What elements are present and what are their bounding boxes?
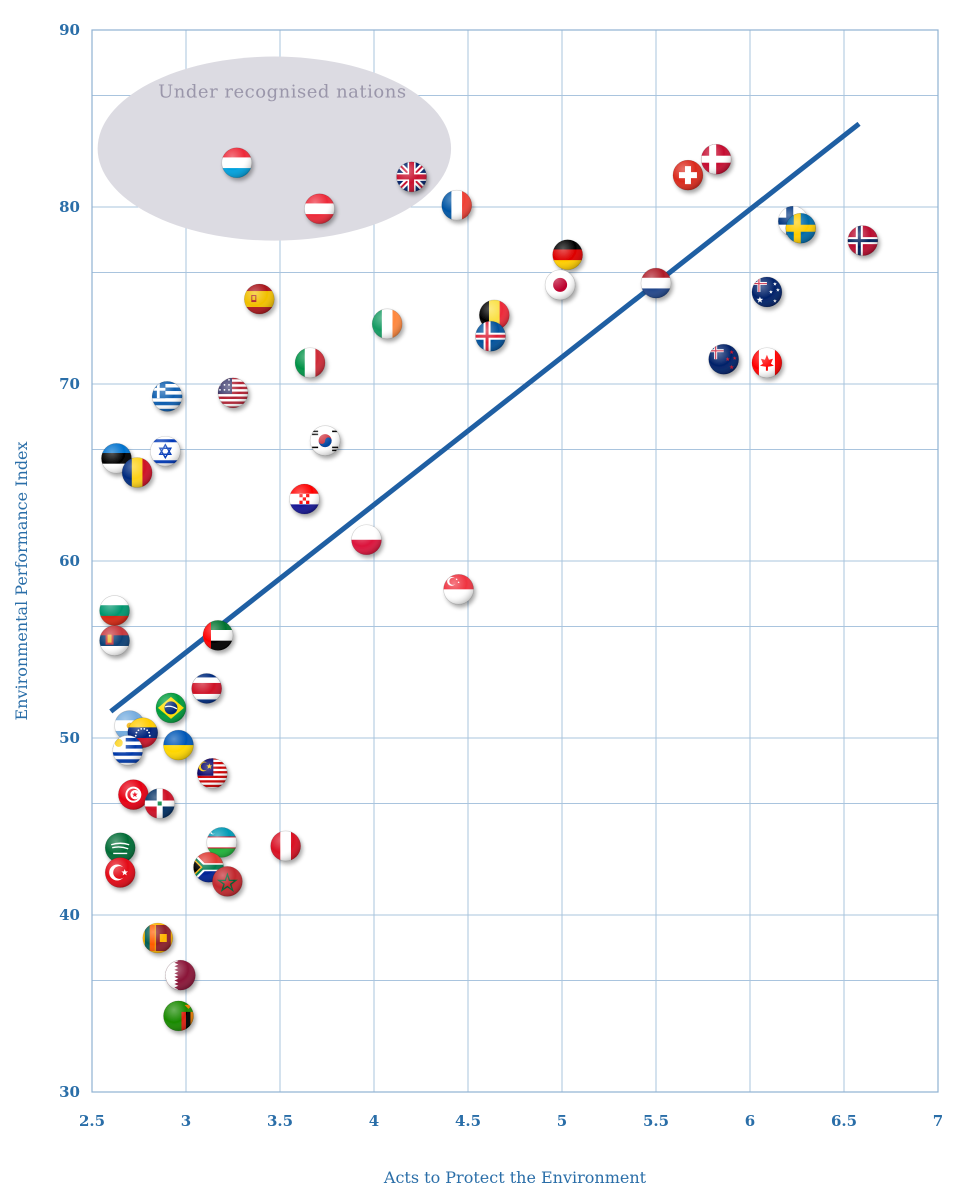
y-tick-label: 40 bbox=[59, 906, 80, 924]
flag-point-greece: Greece bbox=[151, 381, 183, 412]
flag-point-ukraine: Ukraine bbox=[163, 729, 194, 761]
flag-point-united-kingdom: United Kingdom bbox=[396, 161, 427, 193]
flag-point-netherlands: Netherlands bbox=[640, 267, 672, 299]
flag-point-morocco: Morocco bbox=[212, 866, 243, 897]
flag-point-uruguay: Uruguay bbox=[112, 735, 144, 766]
flag-point-qatar: Qatar bbox=[165, 959, 196, 991]
x-tick-label: 7 bbox=[933, 1112, 943, 1130]
flag-point-zambia: Zambia bbox=[163, 1000, 194, 1032]
flag-point-sweden: Sweden bbox=[785, 212, 817, 244]
flag-point-denmark: Denmark bbox=[700, 143, 732, 175]
plot-frame bbox=[91, 29, 939, 1093]
x-tick-label: 5.5 bbox=[643, 1112, 669, 1130]
flag-point-singapore: Singapore bbox=[443, 574, 474, 605]
flag-point-ireland: Ireland bbox=[371, 308, 403, 340]
flag-point-australia: Australia bbox=[751, 276, 783, 308]
x-tick-label: 5 bbox=[557, 1112, 567, 1130]
annotation-ellipse bbox=[97, 56, 452, 241]
flag-point-norway: Norway bbox=[847, 225, 879, 256]
flag-point-bulgaria: Bulgaria bbox=[99, 595, 130, 626]
x-tick-label: 6.5 bbox=[831, 1112, 857, 1130]
flag-point-new-zealand: New Zealand bbox=[708, 343, 739, 375]
flag-point-luxembourg: Luxembourg bbox=[221, 147, 253, 179]
flag-point-france: France bbox=[441, 189, 473, 221]
flag-point-iceland: Iceland bbox=[475, 320, 506, 352]
flag-point-malaysia: Malaysia bbox=[197, 758, 228, 789]
flag-point-tunisia: Tunisia bbox=[118, 779, 149, 810]
y-tick-label: 30 bbox=[59, 1083, 80, 1101]
y-tick-label: 60 bbox=[59, 552, 80, 570]
flag-point-south-korea: South Korea bbox=[309, 425, 341, 456]
flag-point-japan: Japan bbox=[544, 269, 576, 301]
axis-ticks: 2.5 3 3.5 4 4.5 5 5.5 6 6.5 7 30 40 50 60 70 80 90 bbox=[59, 21, 943, 1130]
flag-point-turkey: Turkey bbox=[104, 857, 136, 888]
flag-point-spain: Spain bbox=[244, 283, 275, 315]
flag-point-croatia: Croatia bbox=[289, 483, 320, 515]
x-tick-label: 3 bbox=[181, 1112, 191, 1130]
flag-point-serbia: Serbia bbox=[99, 625, 130, 656]
flag-point-united-arab-emirates: United Arab Emirates bbox=[202, 620, 234, 651]
annotation-label: Under recognised nations bbox=[158, 82, 406, 103]
flag-point-united-states: United States bbox=[217, 377, 249, 409]
flag-point-italy: Italy bbox=[294, 347, 326, 379]
x-tick-label: 4 bbox=[369, 1112, 379, 1130]
flag-point-sri-lanka: Sri Lanka bbox=[142, 922, 174, 954]
flag-point-austria: Austria bbox=[304, 193, 335, 225]
trend-line bbox=[109, 121, 861, 714]
x-tick-label: 6 bbox=[745, 1112, 755, 1130]
x-axis-title: Acts to Protect the Environment bbox=[383, 1168, 647, 1187]
flag-point-saudi-arabia: Saudi Arabia bbox=[104, 832, 136, 864]
flag-point-germany: Germany bbox=[552, 239, 583, 271]
x-tick-label: 4.5 bbox=[455, 1112, 481, 1130]
flag-point-brazil: Brazil bbox=[155, 692, 187, 724]
flag-point-canada: Canada bbox=[751, 347, 783, 379]
flag-point-switzerland: Switzerland bbox=[672, 159, 704, 191]
flag-points: Luxembourg United Kingdom Austria France Swi… bbox=[99, 143, 879, 1032]
flag-point-peru: Peru bbox=[270, 830, 301, 862]
y-tick-label: 90 bbox=[59, 21, 80, 39]
flag-point-poland: Poland bbox=[351, 524, 382, 556]
flag-point-costa-rica: Costa Rica bbox=[191, 673, 222, 704]
y-tick-label: 80 bbox=[59, 198, 80, 216]
x-tick-label: 2.5 bbox=[79, 1112, 105, 1130]
y-tick-label: 50 bbox=[59, 729, 80, 747]
flag-point-south-africa: South Africa bbox=[193, 851, 224, 883]
y-axis-title: Environmental Performance Index bbox=[12, 441, 31, 720]
under-recognised-annotation: Under recognised nations bbox=[97, 56, 452, 241]
x-tick-label: 3.5 bbox=[267, 1112, 293, 1130]
y-tick-label: 70 bbox=[59, 375, 80, 393]
flag-point-israel: Israel bbox=[150, 435, 181, 467]
flag-point-dominican-republic: Dominican Republic bbox=[144, 788, 175, 819]
flag-point-romania: Romania bbox=[121, 457, 153, 488]
